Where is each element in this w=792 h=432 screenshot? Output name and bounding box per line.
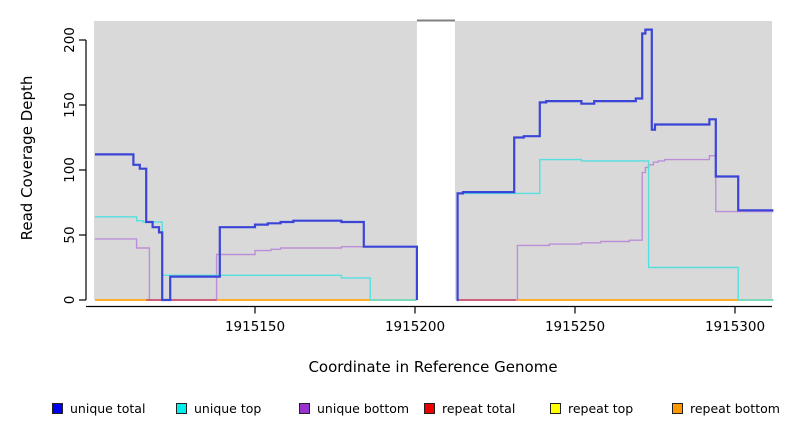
legend-label: repeat top — [568, 400, 634, 416]
legend-swatch-repeat-top — [550, 402, 561, 414]
legend-item-unique-bottom: unique bottom — [299, 399, 409, 417]
series-line-unique-bottom — [95, 155, 774, 301]
y-tick-label: 200 — [62, 27, 78, 53]
legend-swatch-unique-top — [176, 402, 187, 414]
legend-item-repeat-total: repeat total — [424, 399, 515, 417]
y-axis-title: Read Coverage Depth — [18, 75, 36, 241]
legend-item-unique-total: unique total — [52, 399, 145, 417]
y-tick-label: 50 — [62, 226, 78, 243]
series-line-unique-total — [95, 28, 774, 302]
x-tick-label: 1915200 — [385, 319, 445, 335]
legend-item-repeat-top: repeat top — [550, 399, 633, 417]
y-tick-label: 0 — [62, 296, 78, 305]
legend-item-repeat-bottom: repeat bottom — [672, 399, 780, 417]
legend-swatch-unique-bottom — [299, 402, 310, 414]
legend-label: repeat total — [442, 400, 516, 416]
y-tick-label: 100 — [62, 157, 78, 183]
legend-label: repeat bottom — [690, 400, 780, 416]
legend-label: unique top — [194, 400, 262, 416]
legend-label: unique total — [70, 400, 146, 416]
x-axis-title: Coordinate in Reference Genome — [308, 358, 558, 376]
y-tick-label: 150 — [62, 92, 78, 118]
legend-item-unique-top: unique top — [176, 399, 261, 417]
x-tick-label: 1915150 — [225, 319, 285, 335]
legend: unique total unique top unique bottom repea… — [0, 399, 792, 421]
legend-swatch-repeat-total — [424, 402, 435, 414]
no-data-gap — [416, 21, 455, 300]
x-tick-label: 1915250 — [545, 319, 605, 335]
legend-label: unique bottom — [317, 400, 410, 416]
legend-swatch-unique-total — [52, 402, 63, 414]
x-tick-label: 1915300 — [705, 319, 765, 335]
legend-swatch-repeat-bottom — [672, 402, 683, 414]
